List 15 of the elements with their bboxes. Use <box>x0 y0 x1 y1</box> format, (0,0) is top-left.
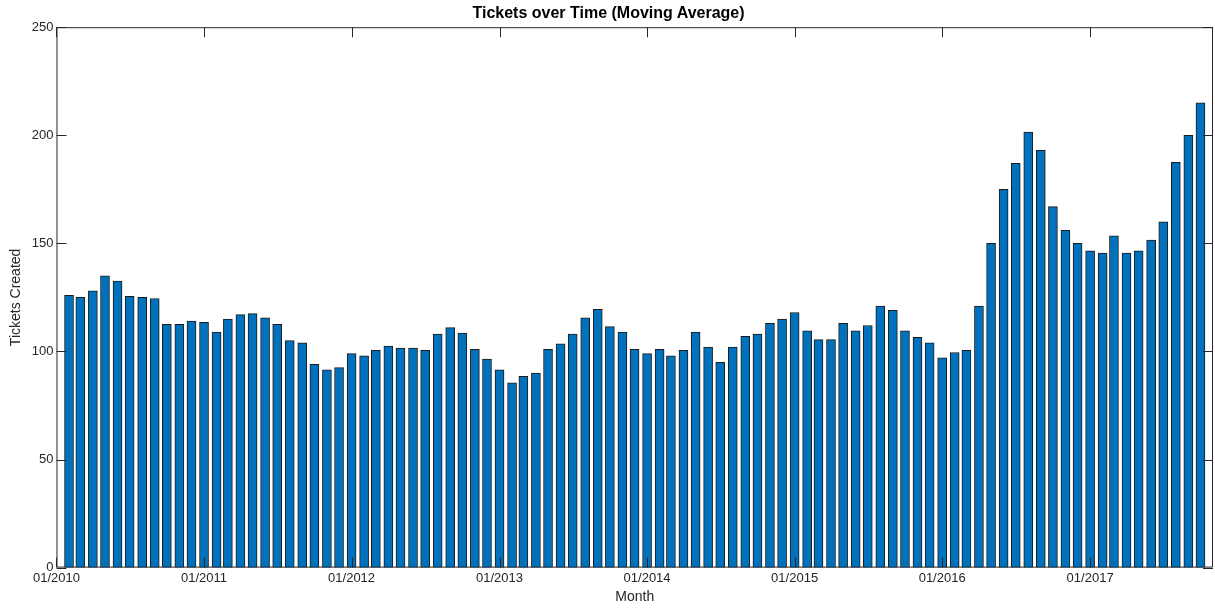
y-tick-label: 50 <box>39 451 54 467</box>
x-tick-label: 01/2013 <box>476 569 524 585</box>
x-axis-title: Month <box>615 588 655 605</box>
x-tick-label: 01/2017 <box>1066 569 1114 585</box>
y-tick-label: 150 <box>31 234 54 250</box>
y-tick-label: 100 <box>31 343 54 359</box>
x-tick-label: 01/2015 <box>771 569 819 585</box>
y-tick-label: 250 <box>31 18 54 34</box>
x-tick-label: 01/2012 <box>328 569 376 585</box>
x-tick-label: 01/2014 <box>623 569 671 585</box>
y-tick-label: 200 <box>31 126 54 142</box>
x-tick-label: 01/2016 <box>918 569 966 585</box>
chart-title: Tickets over Time (Moving Average) <box>472 4 745 22</box>
x-tick-label: 01/2011 <box>181 569 228 585</box>
y-axis-title: Tickets Created <box>7 248 24 347</box>
